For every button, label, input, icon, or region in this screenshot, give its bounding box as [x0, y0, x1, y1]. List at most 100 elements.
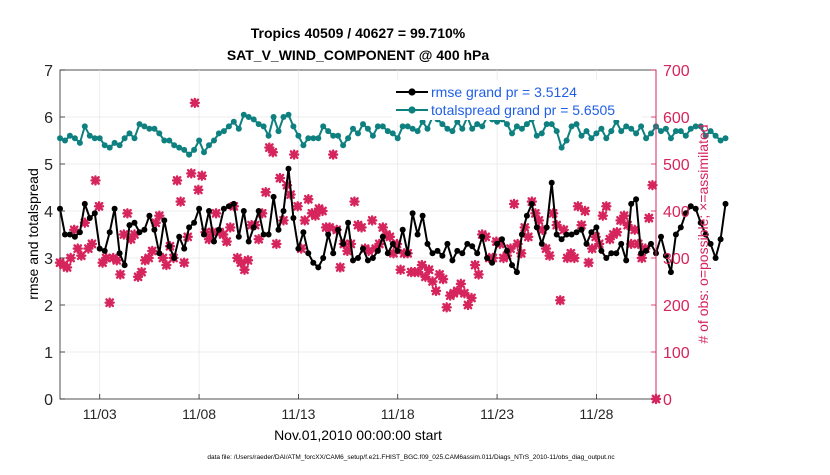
- rmse-point: [474, 250, 481, 257]
- obs-point: [633, 238, 644, 250]
- spread-point: [667, 135, 674, 142]
- obs-point: [274, 172, 286, 184]
- spread-point: [335, 132, 342, 139]
- rmse-point: [245, 238, 252, 245]
- spread-point: [588, 135, 595, 142]
- obs-point: [175, 196, 186, 207]
- spread-point: [290, 123, 297, 130]
- rmse-point: [141, 226, 148, 233]
- x-tick-label: 11/13: [281, 406, 315, 422]
- spread-point: [126, 130, 133, 137]
- obs-point: [186, 168, 197, 179]
- obs-point: [555, 295, 566, 306]
- rmse-point: [285, 165, 292, 172]
- spread-point: [662, 125, 669, 132]
- spread-point: [325, 128, 332, 135]
- spread-point: [62, 137, 68, 144]
- rmse-point: [340, 240, 347, 247]
- spread-point: [201, 149, 207, 156]
- rmse-point: [374, 247, 381, 254]
- spread-point: [141, 123, 148, 130]
- spread-point: [682, 132, 689, 139]
- obs-point: [239, 264, 250, 275]
- obs-point: [61, 262, 73, 273]
- y-left-tick-label: 5: [44, 157, 53, 174]
- rmse-point: [66, 231, 73, 238]
- rmse-point: [215, 226, 222, 233]
- obs-point: [171, 175, 183, 186]
- rmse-point: [320, 255, 327, 261]
- legend-spread-marker: [408, 106, 416, 114]
- obs-point: [65, 252, 76, 264]
- rmse-point: [126, 222, 133, 229]
- rmse-point: [518, 231, 525, 238]
- rmse-point: [429, 250, 436, 257]
- obs-point: [604, 234, 616, 245]
- rmse-point: [707, 240, 714, 247]
- rmse-point: [573, 229, 580, 236]
- obs-point: [356, 222, 367, 233]
- spread-point: [543, 121, 550, 128]
- spread-point: [181, 146, 188, 153]
- obs-point: [413, 266, 424, 278]
- spread-point: [245, 114, 252, 120]
- obs-point: [147, 245, 158, 257]
- rmse-point: [563, 231, 570, 238]
- rmse-point: [131, 219, 138, 226]
- spread-point: [573, 121, 580, 128]
- obs-point: [388, 248, 399, 259]
- obs-point: [136, 266, 147, 278]
- obs-point: [225, 222, 236, 233]
- rmse-point: [598, 247, 605, 254]
- spread-point: [131, 135, 138, 142]
- rmse-point: [151, 226, 158, 233]
- spread-point: [638, 123, 645, 130]
- rmse-point: [484, 255, 491, 261]
- spread-point: [285, 111, 292, 118]
- spread-point: [260, 123, 267, 130]
- spread-point: [643, 135, 650, 142]
- spread-point: [186, 151, 193, 158]
- rmse-point: [280, 208, 287, 214]
- rmse-point: [225, 203, 232, 210]
- obs-point: [523, 231, 534, 243]
- spread-point: [379, 123, 386, 130]
- rmse-point: [106, 229, 113, 236]
- spread-point: [171, 142, 178, 149]
- obs-point: [384, 231, 396, 243]
- obs-point: [154, 210, 165, 221]
- spread-point: [419, 118, 426, 125]
- spread-point: [409, 125, 416, 132]
- rmse-point: [315, 264, 322, 271]
- rmse-point: [548, 179, 555, 186]
- obs-point: [533, 215, 545, 226]
- rmse-point: [335, 226, 342, 233]
- obs-point: [629, 224, 640, 235]
- rmse-point: [439, 252, 446, 259]
- spread-point: [672, 128, 679, 135]
- spread-point: [116, 142, 123, 149]
- rmse-point: [191, 219, 198, 226]
- obs-point: [310, 210, 321, 221]
- spread-point: [563, 137, 570, 144]
- rmse-point: [305, 250, 312, 257]
- legend-rmse-marker: [408, 88, 416, 96]
- spread-point: [722, 135, 729, 142]
- obs-point: [647, 179, 658, 191]
- spread-point: [523, 121, 530, 128]
- spread-point: [658, 128, 664, 135]
- rmse-point: [449, 257, 456, 264]
- obs-point: [565, 248, 577, 259]
- y-right-tick-label: 500: [663, 157, 690, 174]
- rmse-point: [404, 250, 411, 257]
- obs-point: [178, 257, 190, 268]
- rmse-point: [528, 200, 535, 207]
- rmse-point: [57, 205, 63, 212]
- rmse-point: [409, 210, 416, 217]
- rmse-point: [161, 217, 168, 224]
- obs-point: [562, 252, 573, 264]
- rmse-point: [504, 247, 510, 254]
- obs-point: [111, 255, 122, 266]
- obs-point: [232, 252, 243, 264]
- rmse-point: [583, 240, 590, 247]
